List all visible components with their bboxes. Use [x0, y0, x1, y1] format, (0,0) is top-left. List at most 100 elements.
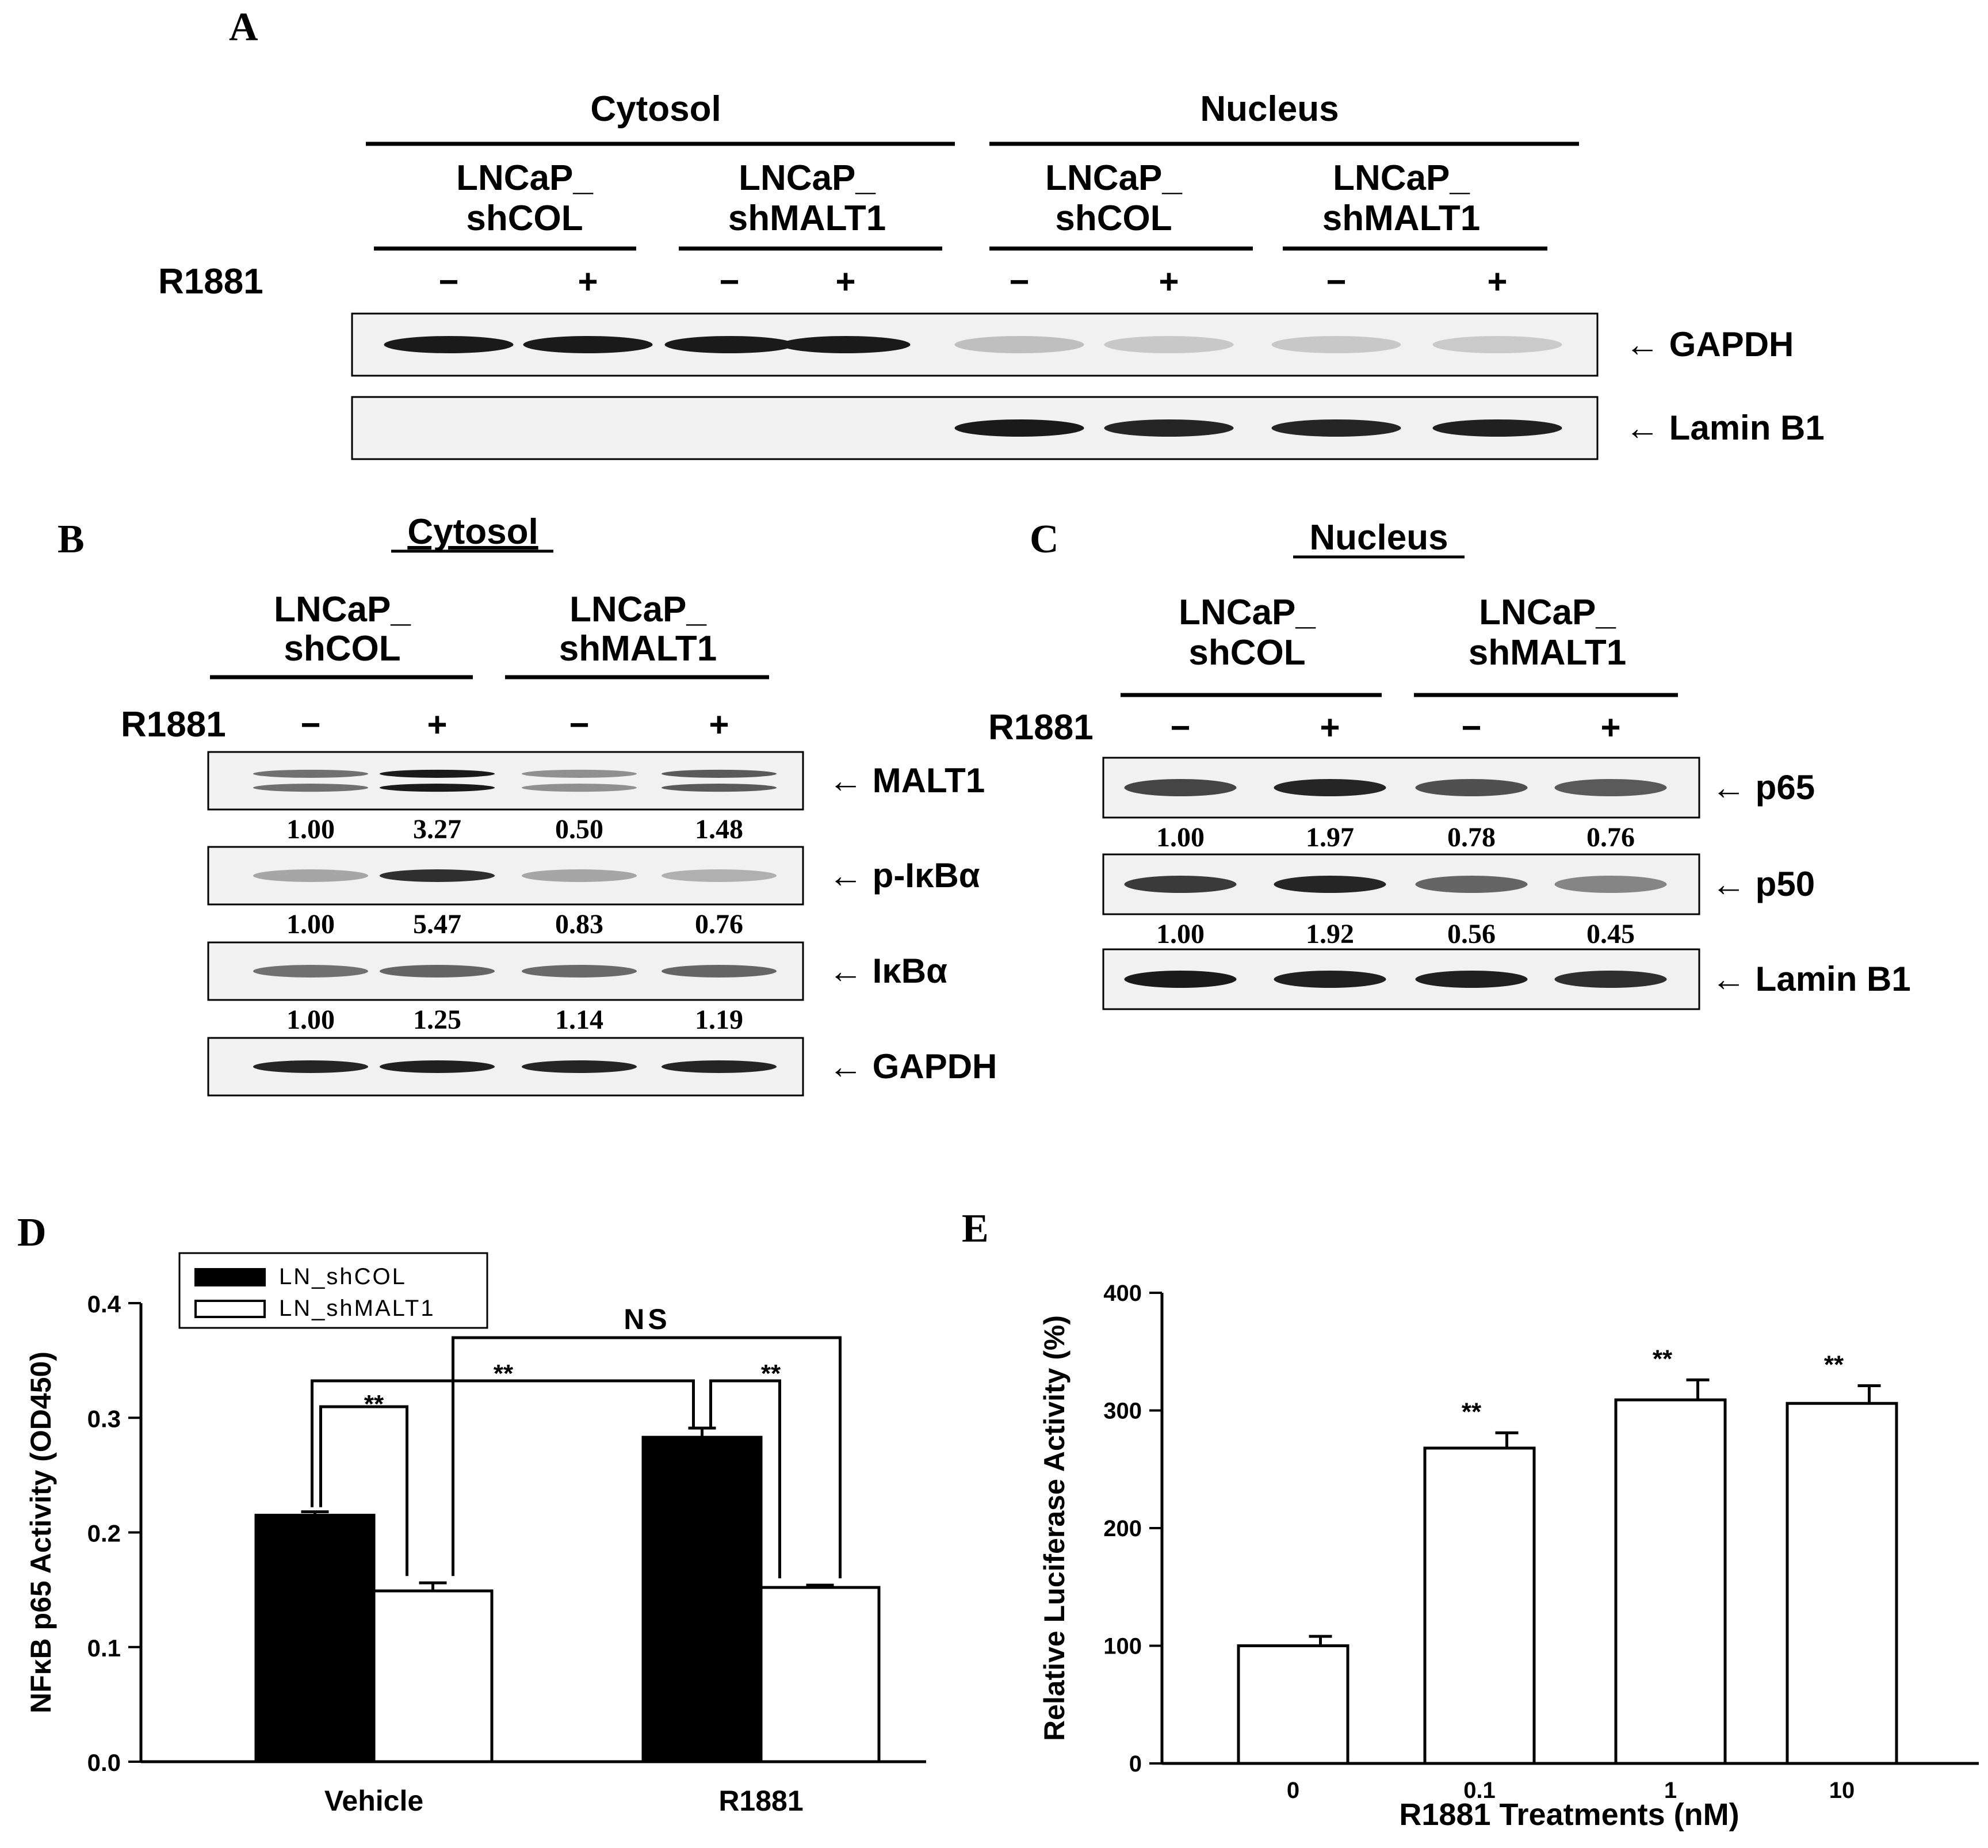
panel-a-blot-band	[1104, 419, 1234, 437]
treatment-sign: −	[1009, 262, 1029, 301]
y-tick-label: 0	[1129, 1751, 1142, 1777]
x-tick-label: 0	[1287, 1778, 1299, 1803]
panel-a-blot-band	[954, 336, 1084, 353]
treatment-sign: +	[1320, 708, 1340, 747]
panel-b-blot-band	[662, 1060, 777, 1073]
sample-group-line1: LNCaP_	[1479, 593, 1616, 632]
panel-b-densitometry-value: 1.00	[286, 1005, 335, 1035]
treatment-sign: +	[1600, 708, 1620, 747]
panel-a-blot-band	[384, 336, 514, 353]
panel-b-letter: B	[58, 517, 85, 562]
panel-c-blot-band	[1124, 971, 1237, 988]
significance-bracket	[319, 1405, 408, 1576]
panel-c-blot-label: ← p65	[1711, 768, 1815, 807]
panel-b-blot-band	[380, 869, 495, 882]
panel-b-densitometry-value: 1.00	[286, 909, 335, 940]
y-tick-label: 0.4	[87, 1290, 121, 1318]
panel-a-blot-band	[523, 336, 653, 353]
panel-a-blot-band	[1432, 419, 1562, 437]
panel-e-letter: E	[962, 1206, 989, 1251]
y-tick-label: 0.1	[87, 1635, 121, 1662]
panel-b-blot-label: ← GAPDH	[828, 1047, 997, 1086]
panel-d: D 0.0 0.1 0.2 0.3 0.4 NFκB p65 Activity (OD45…	[17, 1211, 926, 1817]
panel-c-blots: ← p65 1.00 1.97 0.78 0.76 ← p50 1.00 1.92 0.56 0.…	[1102, 757, 1911, 1010]
panel-b-blot-band	[380, 784, 495, 792]
panel-b-treatment-signs: − + − +	[300, 705, 729, 744]
treatment-sign: +	[835, 262, 855, 301]
treatment-sign: +	[1487, 262, 1507, 301]
panel-c-densitometry-value: 0.56	[1447, 919, 1496, 949]
bar	[1786, 1402, 1898, 1765]
treatment-sign: −	[569, 705, 589, 744]
panel-b-blot-band	[380, 769, 495, 778]
panel-b-blot-band	[662, 784, 777, 792]
sample-group-line2: shCOL	[466, 198, 583, 238]
panel-b-blot-band	[522, 769, 637, 778]
treatment-sign: +	[709, 705, 729, 744]
sample-group-line1: LNCaP_	[1333, 158, 1470, 198]
panel-b-densitometry-value: 0.76	[695, 909, 743, 940]
legend-swatch	[194, 1268, 266, 1286]
panel-b-blot-band	[662, 869, 777, 882]
panel-b-blots: ← MALT1 1.00 3.27 0.50 1.48 ← p-IκBα 1.00 5.47 0…	[207, 751, 997, 1097]
bar	[641, 1435, 763, 1763]
x-tick-label: 1	[1664, 1778, 1677, 1803]
bar	[1614, 1398, 1727, 1765]
panel-c-densitometry-value: 0.45	[1586, 919, 1635, 949]
significance-mark: **	[761, 1360, 781, 1388]
bar	[1237, 1644, 1349, 1765]
panel-c-blot-band	[1415, 779, 1528, 796]
sample-group-line2: shCOL	[1055, 198, 1172, 238]
treatment-sign: −	[1170, 708, 1190, 747]
panel-b-densitometry-value: 1.25	[413, 1005, 461, 1035]
panel-c-densitometry-value: 1.00	[1156, 919, 1205, 949]
panel-c-blot-band	[1274, 876, 1386, 893]
treatment-sign: −	[1461, 708, 1481, 747]
panel-b-blot-band	[662, 965, 777, 978]
legend-swatch	[194, 1300, 266, 1318]
treatment-sign: −	[719, 262, 739, 301]
y-axis-label: NFκB p65 Activity (OD450)	[25, 1351, 57, 1713]
panel-a-blot-band	[1432, 336, 1562, 353]
panel-a-blot-band	[1104, 336, 1234, 353]
panel-b-densitometry-value: 5.47	[413, 909, 461, 940]
legend-label: LN_shMALT1	[279, 1296, 435, 1321]
panel-b-blot-label: ← MALT1	[828, 761, 985, 800]
treatment-sign: +	[578, 262, 598, 301]
panel-b-densitometry-value: 1.48	[695, 814, 743, 845]
panel-c-blot-band	[1124, 876, 1237, 893]
significance-bracket	[709, 1379, 781, 1579]
panel-c-densitometry-value: 1.92	[1306, 919, 1354, 949]
panel-b-blot-band	[253, 1060, 368, 1073]
sample-group-line1: LNCaP_	[274, 590, 411, 629]
panel-b-blot-band	[662, 769, 777, 778]
panel-c-title: Nucleus	[1309, 518, 1448, 558]
significance-mark: **	[1653, 1345, 1673, 1373]
panel-c-blot-band	[1124, 779, 1237, 796]
panel-c-blot-band	[1554, 876, 1667, 893]
panel-c-densitometry-value: 1.97	[1306, 822, 1354, 853]
panel-b-blot-band	[522, 869, 637, 882]
panel-a-sample-groups: LNCaP_shCOLLNCaP_shMALT1LNCaP_shCOLLNCaP…	[374, 158, 1547, 251]
bar	[759, 1586, 881, 1763]
sample-group-line2: shMALT1	[728, 198, 886, 238]
significance-bracket	[311, 1379, 695, 1507]
x-tick-label: 10	[1829, 1778, 1855, 1803]
treatment-sign: −	[1326, 262, 1346, 301]
panel-b-treatment-label: R1881	[121, 705, 226, 744]
panel-b-blot-band	[380, 965, 495, 978]
y-tick-label: 0.3	[87, 1405, 121, 1432]
sample-group-line2: shMALT1	[559, 629, 717, 669]
panel-c-blot-band	[1274, 779, 1386, 796]
panel-c-blot-band	[1415, 971, 1528, 988]
panel-b-densitometry-value: 1.14	[555, 1005, 603, 1035]
treatment-sign: −	[438, 262, 458, 301]
y-tick-label: 300	[1103, 1399, 1142, 1424]
panel-a: A Cytosol Nucleus LNCaP_shCOLLNCaP_shMAL…	[158, 5, 1825, 460]
panel-d-letter: D	[17, 1211, 47, 1255]
panel-b-blot-membrane	[207, 751, 804, 811]
